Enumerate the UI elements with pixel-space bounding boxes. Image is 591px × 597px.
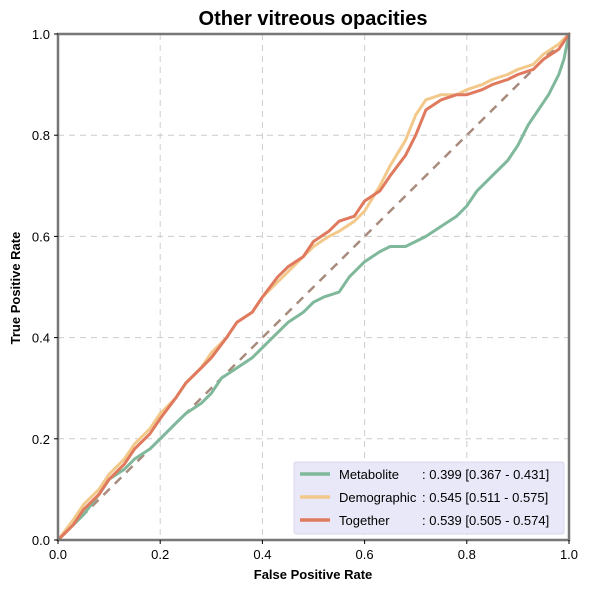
legend-label-demographic: Demographic [339, 490, 417, 505]
y-tick-label: 0.0 [32, 533, 50, 548]
y-tick-label: 0.8 [32, 128, 50, 143]
axis-ticks: 0.0 0.2 0.4 0.6 0.8 1.0 0.0 0.2 0.4 0.6 0.8 1.0 [32, 27, 578, 562]
x-tick-label: 0.8 [458, 547, 476, 562]
y-tick-label: 0.6 [32, 229, 50, 244]
y-tick-label: 0.4 [32, 331, 50, 346]
y-tick-label: 1.0 [32, 27, 50, 42]
series-line-metabolite [56, 32, 571, 542]
x-tick-label: 0.2 [151, 547, 169, 562]
plot-frame [56, 32, 571, 542]
x-tick-label: 0.6 [356, 547, 374, 562]
legend-label-metabolite: Metabolite [339, 467, 399, 482]
x-tick-label: 0.4 [253, 547, 271, 562]
grid-lines [58, 34, 569, 540]
series-lines [56, 32, 571, 542]
y-axis-label: True Positive Rate [8, 232, 23, 345]
legend-auc-together: : 0.539 [0.505 - 0.574] [422, 513, 549, 528]
x-tick-label: 1.0 [560, 547, 578, 562]
legend-box [293, 461, 565, 535]
series-line-demographic [56, 32, 571, 542]
legend-auc-metabolite: : 0.399 [0.367 - 0.431] [422, 467, 549, 482]
legend-auc-demographic: : 0.545 [0.511 - 0.575] [422, 490, 548, 505]
x-axis-label: False Positive Rate [254, 567, 373, 582]
chart-title: Other vitreous opacities [199, 8, 428, 30]
x-tick-label: 0.0 [49, 547, 67, 562]
y-tick-label: 0.2 [32, 432, 50, 447]
series-line-together [56, 32, 571, 542]
reference-diagonal-line [57, 33, 570, 541]
legend-label-together: Together [339, 513, 390, 528]
legend: Metabolite : 0.399 [0.367 - 0.431] Demogra… [293, 461, 565, 535]
